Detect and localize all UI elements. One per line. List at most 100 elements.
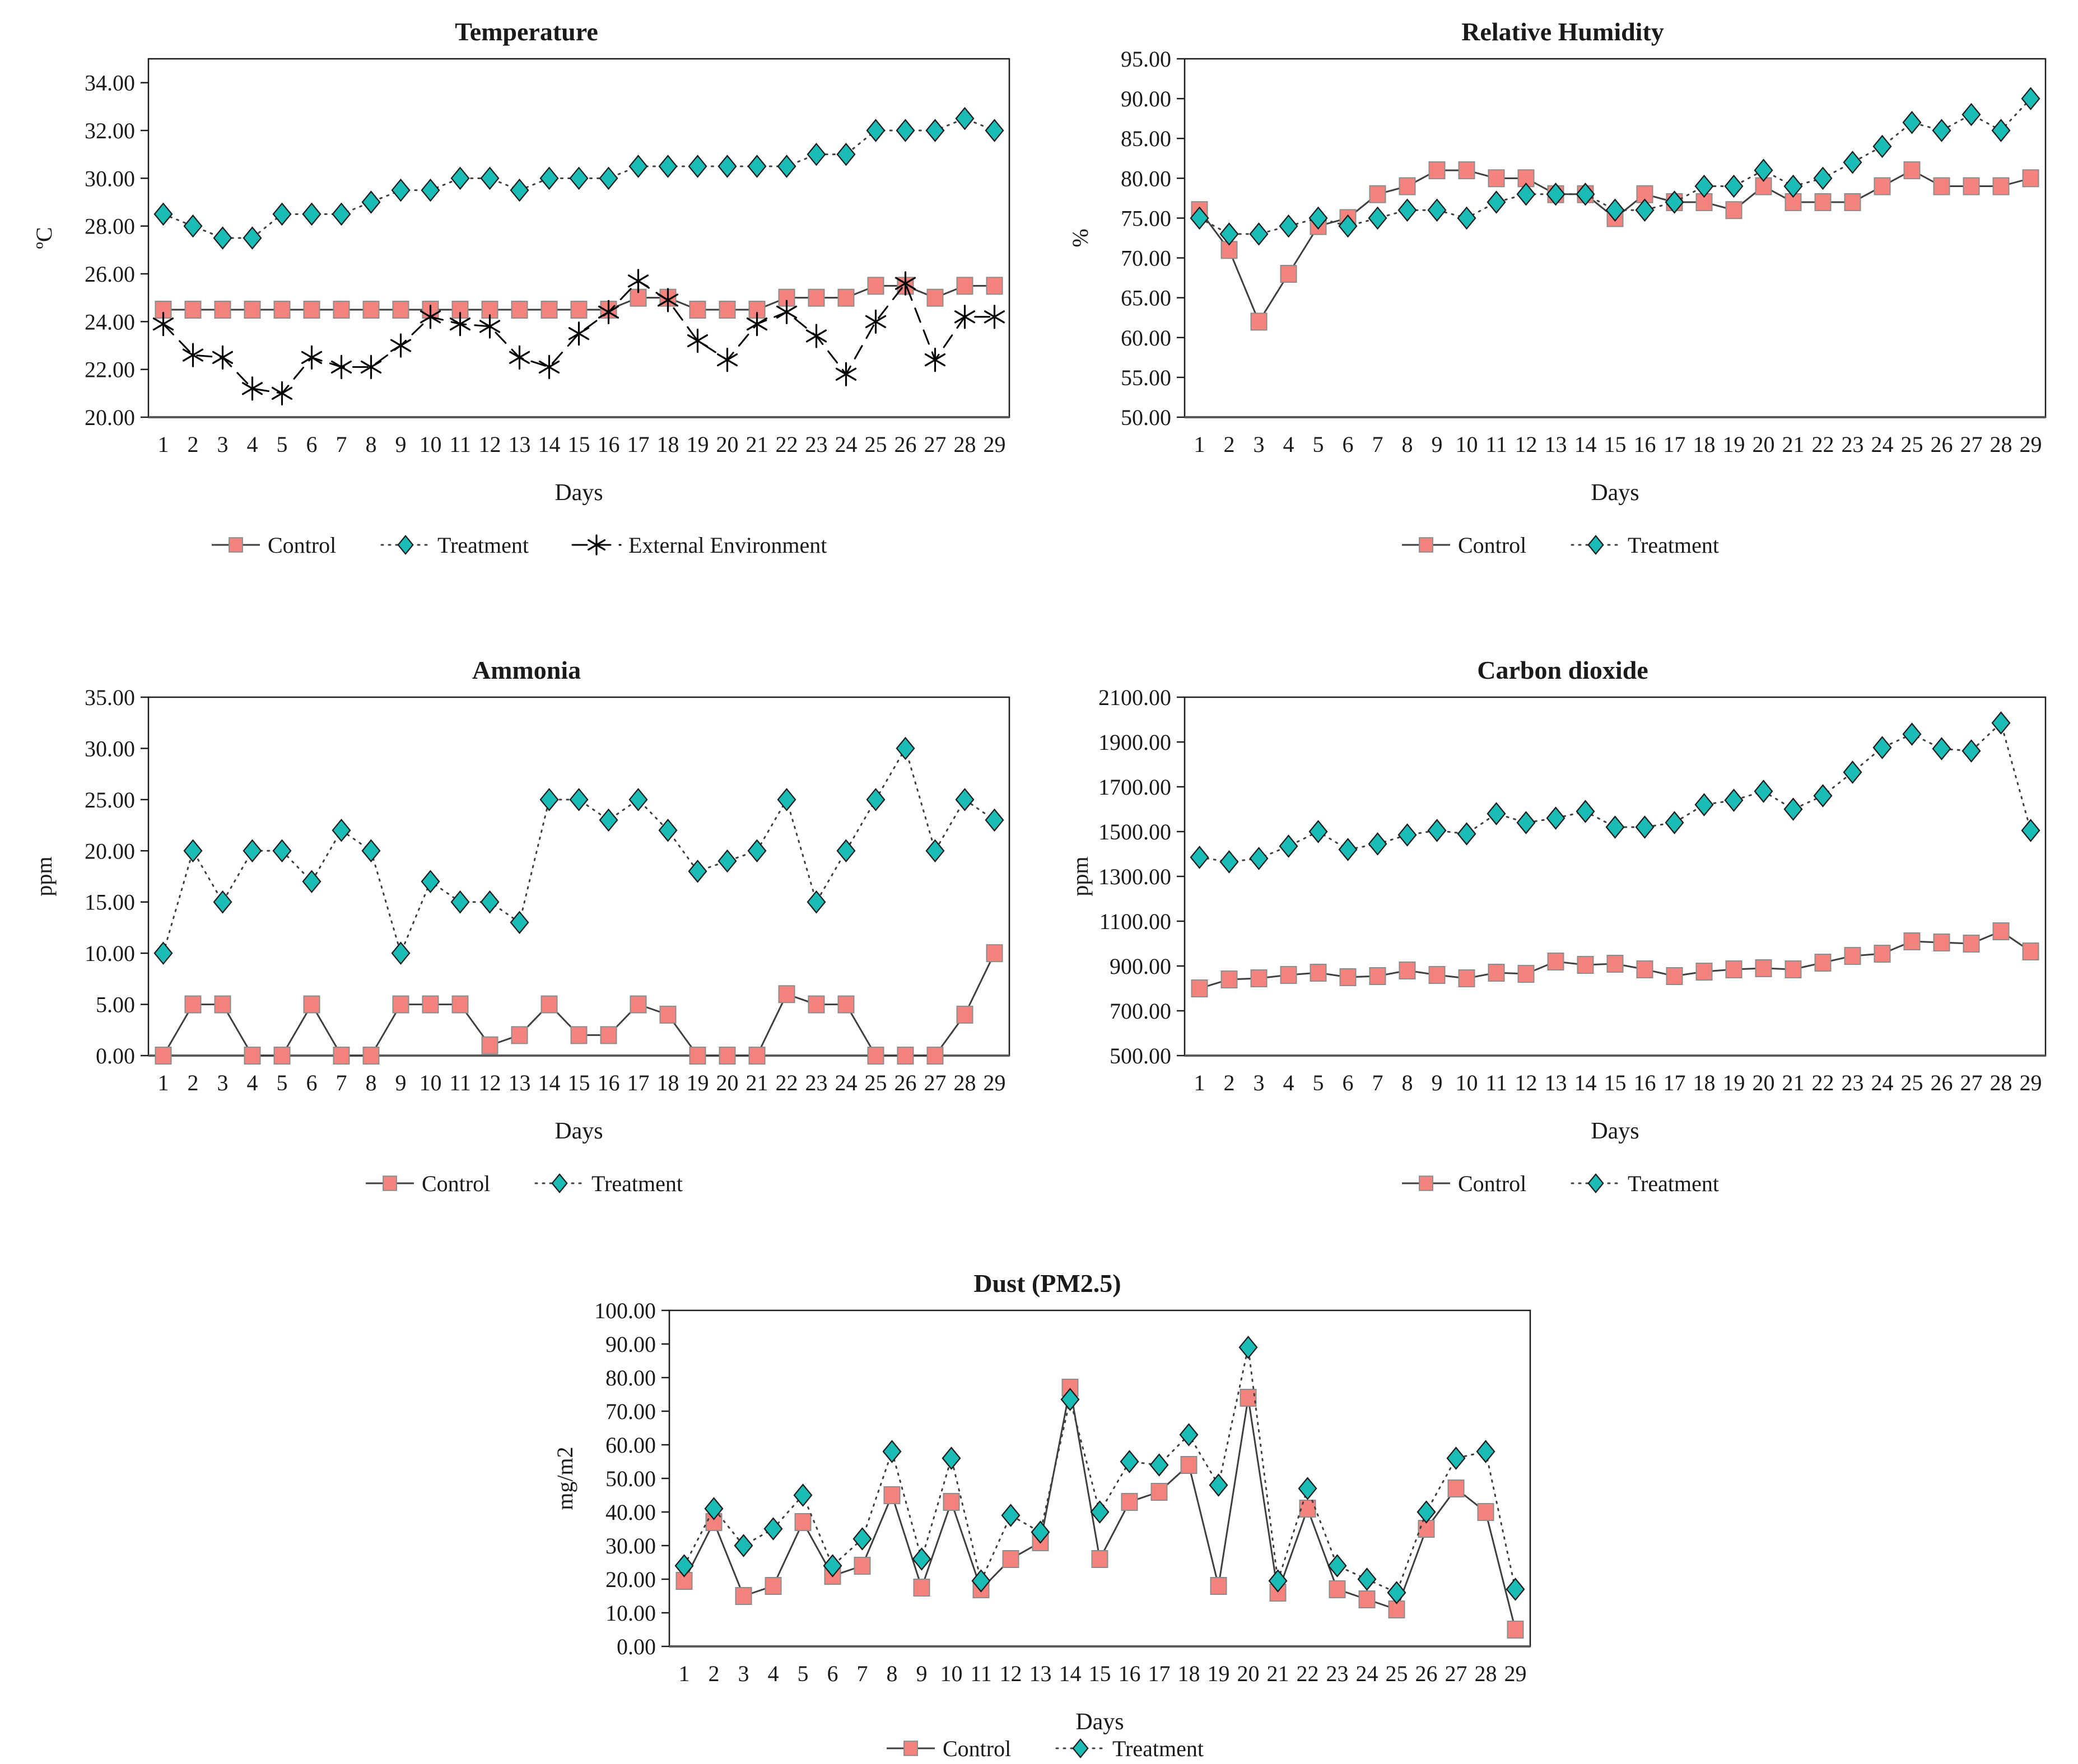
marker-square	[689, 301, 706, 319]
marker-diamond	[2021, 819, 2040, 842]
legend-label: Treatment	[591, 1171, 683, 1196]
x-tick-label: 6	[827, 1661, 838, 1686]
marker-square	[244, 1047, 261, 1065]
legend: Control Treatment	[1402, 533, 1719, 558]
marker-asterisk	[954, 305, 976, 329]
marker-diamond	[1576, 800, 1595, 823]
x-tick-label: 17	[627, 1070, 650, 1095]
y-tick-label: 20.00	[85, 838, 135, 864]
x-tick-label: 13	[1545, 1070, 1567, 1095]
y-tick-label: 55.00	[1121, 365, 1171, 390]
marker-diamond	[1783, 797, 1803, 821]
marker-square	[986, 944, 1003, 963]
marker-diamond	[1843, 760, 1862, 784]
marker-asterisk	[182, 343, 204, 367]
x-tick-label: 9	[395, 1070, 407, 1095]
marker-square	[1399, 177, 1416, 195]
x-axis-label: Days	[1591, 1118, 1639, 1144]
marker-asterisk	[212, 345, 234, 370]
marker-square	[1419, 1175, 1433, 1191]
x-tick-label: 22	[776, 1070, 798, 1095]
x-tick-label: 26	[894, 432, 917, 457]
marker-square	[570, 301, 588, 319]
x-tick-label: 14	[538, 1070, 561, 1095]
x-tick-label: 23	[1842, 1070, 1864, 1095]
marker-square	[511, 301, 528, 319]
x-tick-label: 28	[954, 432, 976, 457]
y-tick-label: 90.00	[605, 1332, 656, 1357]
marker-diamond	[704, 1497, 724, 1520]
x-tick-label: 9	[395, 432, 407, 457]
marker-asterisk	[984, 305, 1005, 329]
x-tick-label: 20	[1753, 432, 1775, 457]
marker-diamond	[717, 849, 737, 873]
marker-square	[1091, 1550, 1108, 1568]
x-tick-label: 1	[158, 432, 169, 457]
marker-diamond	[955, 106, 975, 130]
y-tick-label: 70.00	[1121, 246, 1171, 271]
legend-item-control: Control	[1402, 1171, 1526, 1196]
marker-square	[362, 1047, 380, 1065]
marker-diamond	[1427, 819, 1447, 842]
legend-label: External Environment	[628, 533, 827, 558]
marker-diamond	[569, 166, 589, 190]
marker-diamond	[658, 155, 678, 178]
y-tick-label: 1300.00	[1098, 864, 1171, 889]
marker-diamond	[450, 890, 470, 914]
x-axis-label: Days	[1591, 480, 1639, 506]
marker-square	[1458, 969, 1475, 987]
x-tick-label: 28	[1990, 1070, 2012, 1095]
marker-square	[1210, 1577, 1227, 1595]
y-tick-label: 80.00	[605, 1365, 656, 1390]
x-axis: 1 2 3 4 5 6 7 8 9 10 11 12 13 14 15 16 17 18 19 20 21 22 23 24 2…	[1194, 432, 2042, 457]
x-tick-label: 27	[924, 1070, 947, 1095]
marker-diamond	[539, 166, 559, 190]
y-tick-label: 30.00	[85, 736, 135, 761]
legend-label: Treatment	[437, 533, 529, 558]
x-tick-label: 2	[1224, 1070, 1235, 1095]
marker-diamond	[1635, 198, 1655, 222]
marker-square	[1903, 932, 1921, 950]
marker-square	[273, 301, 291, 319]
series-control	[1191, 922, 2039, 997]
legend-item-treatment: Treatment	[1055, 1736, 1204, 1761]
x-tick-label: 4	[247, 1070, 258, 1095]
x-tick-label: 7	[857, 1661, 868, 1686]
x-tick-label: 4	[1283, 1070, 1294, 1095]
marker-diamond	[1298, 1477, 1317, 1500]
marker-asterisk	[301, 345, 323, 370]
x-tick-label: 24	[1356, 1661, 1378, 1686]
marker-diamond	[955, 788, 975, 811]
marker-diamond	[777, 155, 796, 178]
chart-title: Temperature	[455, 17, 598, 46]
y-tick-label: 20.00	[85, 405, 135, 430]
legend-label: Control	[422, 1171, 490, 1196]
series-line	[1199, 169, 2031, 324]
marker-diamond	[1219, 850, 1239, 874]
marker-square	[1814, 954, 1832, 972]
y-tick-label: 1900.00	[1098, 730, 1171, 755]
x-tick-label: 9	[916, 1661, 928, 1686]
x-tick-label: 2	[188, 1070, 199, 1095]
marker-diamond	[1587, 535, 1604, 555]
marker-diamond	[688, 860, 707, 883]
x-tick-label: 4	[1283, 432, 1294, 457]
marker-square	[1458, 161, 1475, 180]
marker-square	[1250, 969, 1268, 987]
y-tick-label: 700.00	[1110, 998, 1171, 1024]
marker-diamond	[1387, 1581, 1406, 1604]
marker-diamond	[183, 839, 203, 863]
marker-diamond	[1327, 1554, 1347, 1578]
marker-diamond	[1587, 1173, 1604, 1193]
y-tick-label: 10.00	[85, 941, 135, 966]
series-line	[162, 279, 995, 394]
x-tick-label: 12	[1515, 432, 1537, 457]
x-tick-label: 26	[894, 1070, 917, 1095]
x-tick-label: 25	[865, 432, 887, 457]
x-tick-label: 3	[217, 1070, 229, 1095]
marker-diamond	[1279, 834, 1298, 858]
x-tick-label: 18	[1693, 1070, 1716, 1095]
x-tick-label: 28	[1475, 1661, 1497, 1686]
marker-diamond	[912, 1547, 931, 1571]
legend-item-external-environment: External Environment	[571, 533, 827, 558]
